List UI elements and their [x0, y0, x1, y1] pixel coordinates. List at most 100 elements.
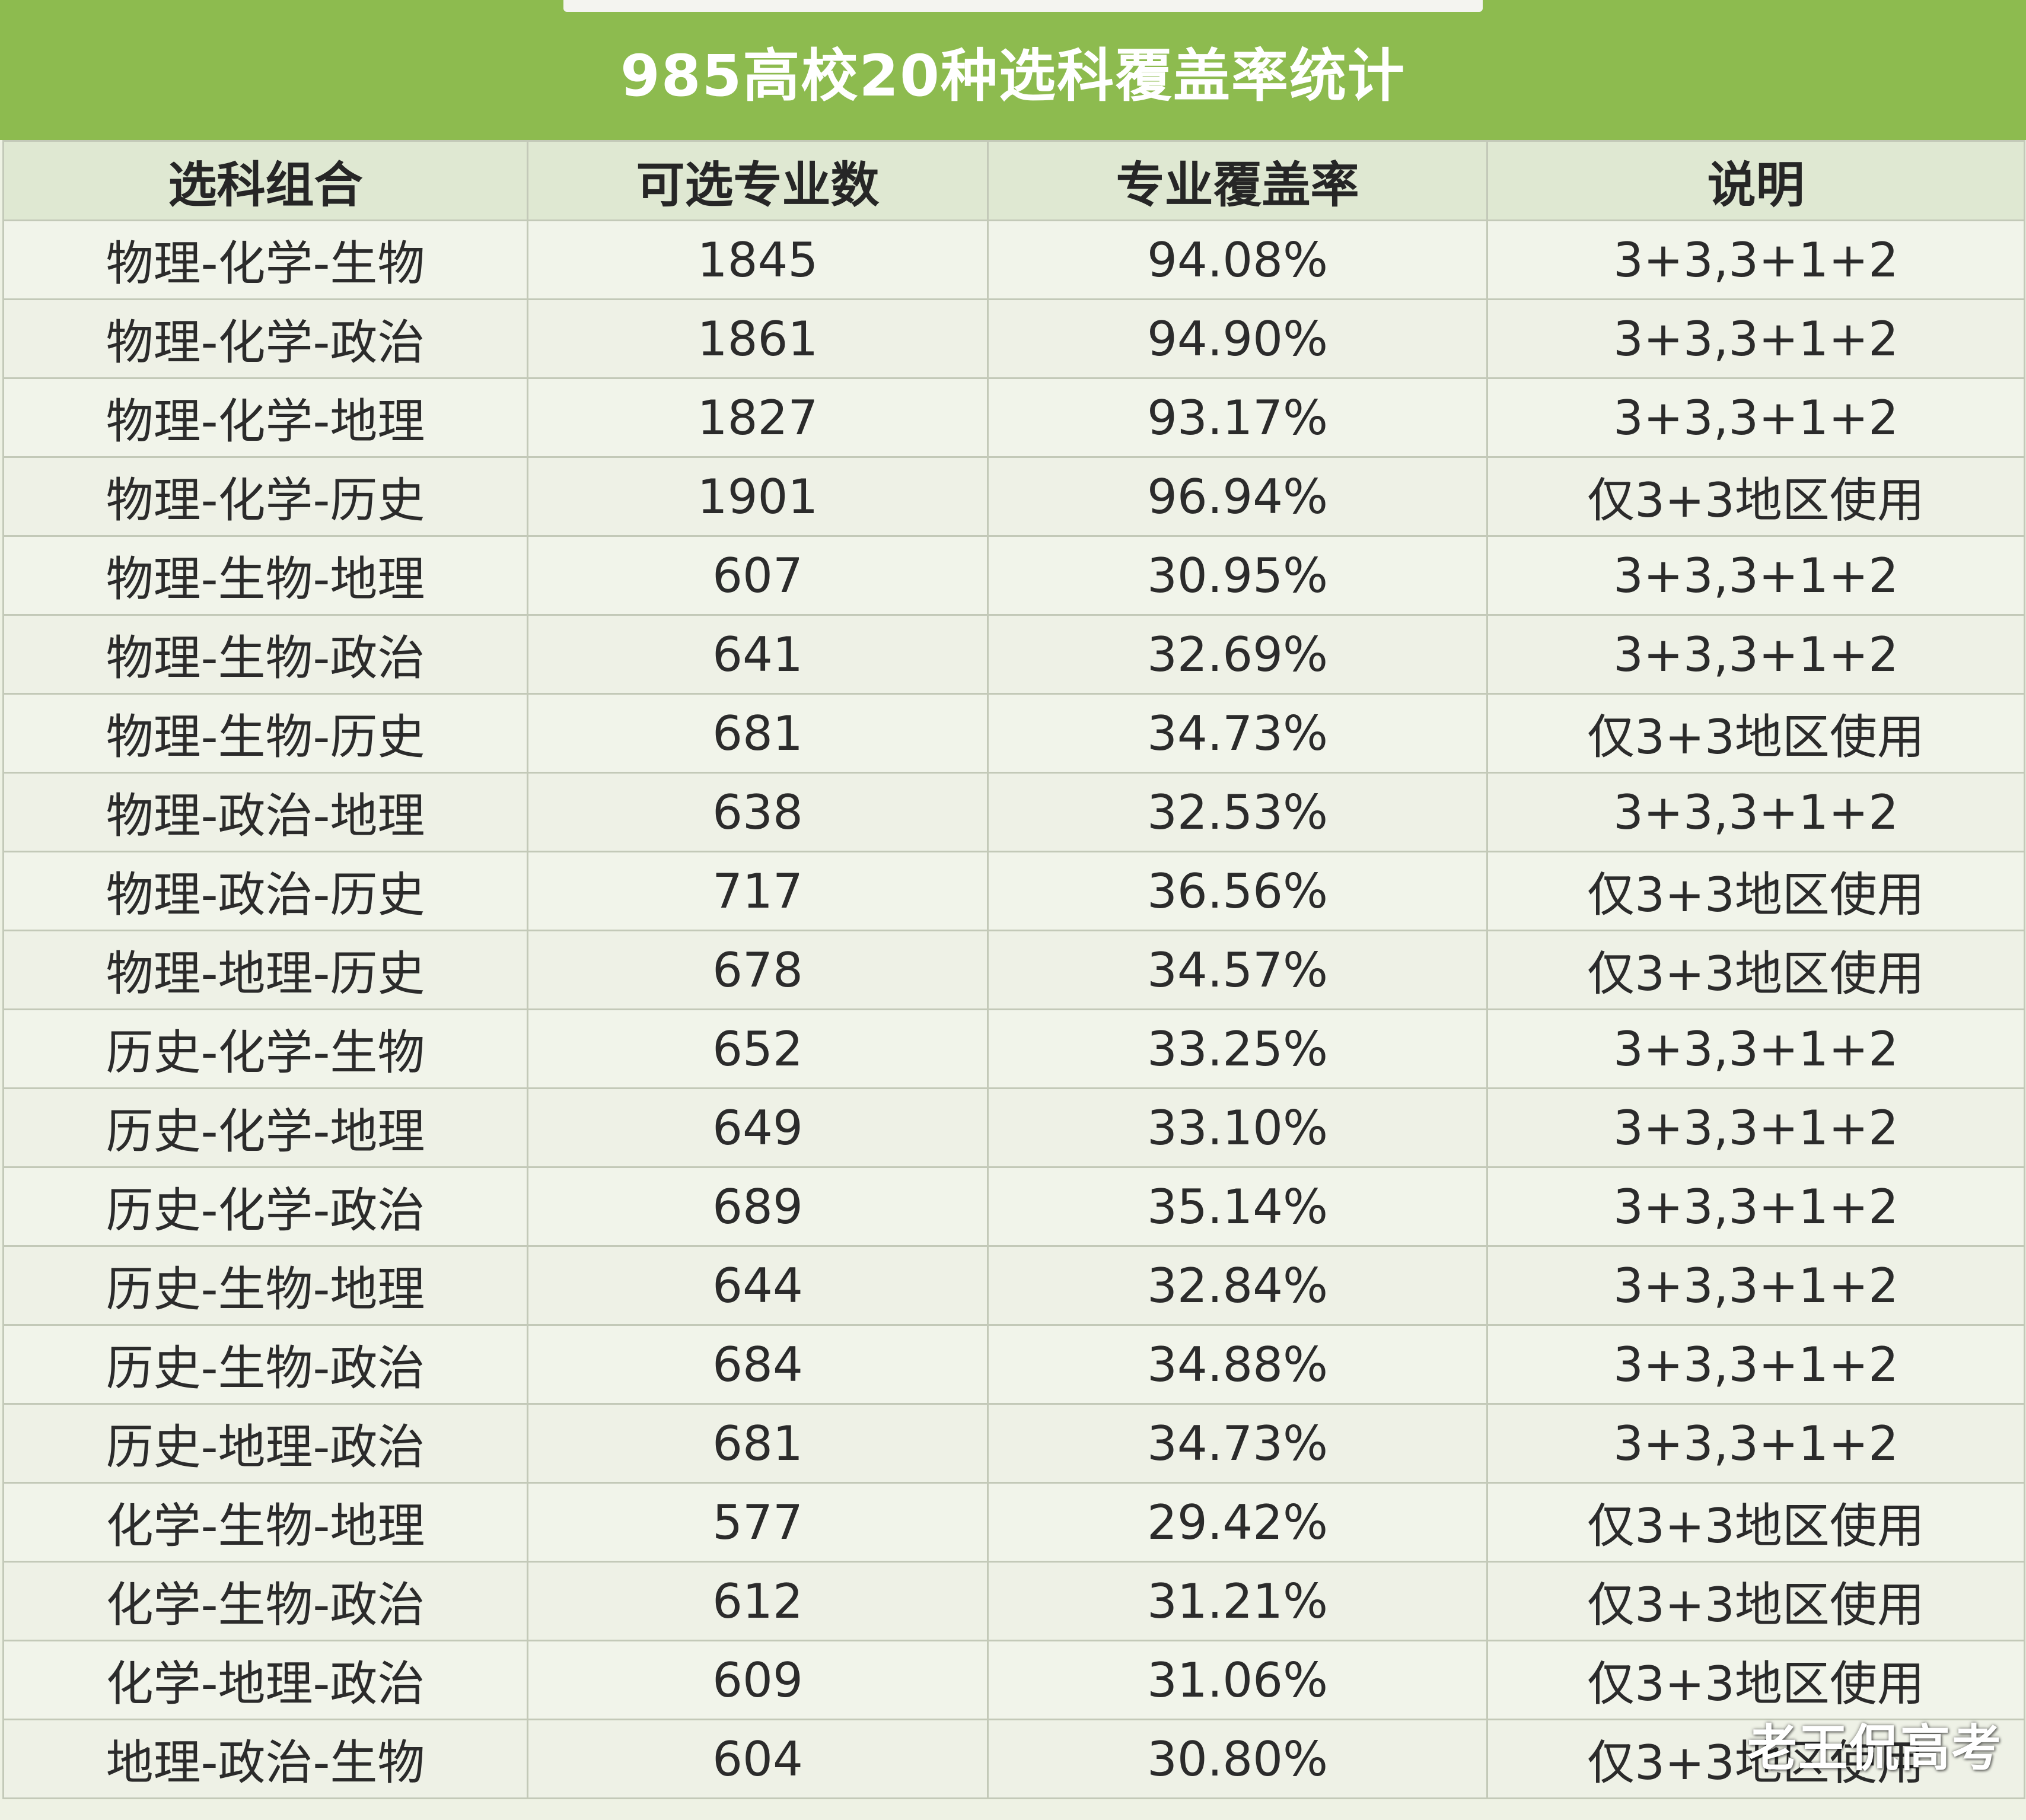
table-row: 物理-生物-地理 607 30.95% 3+3,3+1+2	[2, 535, 2025, 616]
cell-note: 3+3,3+1+2	[1486, 1008, 2025, 1089]
table-row: 物理-政治-历史 717 36.56% 仅3+3地区使用	[2, 851, 2025, 931]
cell-note: 3+3,3+1+2	[1486, 298, 2025, 379]
cell-combination: 物理-化学-历史	[2, 456, 528, 537]
cell-note: 3+3,3+1+2	[1486, 1087, 2025, 1168]
cell-combination: 历史-化学-生物	[2, 1008, 528, 1089]
cell-note: 仅3+3地区使用	[1486, 851, 2025, 931]
cell-coverage-rate: 30.95%	[987, 535, 1488, 616]
coverage-table: 选科组合 可选专业数 专业覆盖率 说明 物理-化学-生物 1845 94.08% 3+…	[2, 140, 2025, 1799]
cell-note: 3+3,3+1+2	[1486, 1245, 2025, 1326]
cell-combination: 物理-化学-地理	[2, 377, 528, 458]
cell-coverage-rate: 32.84%	[987, 1245, 1488, 1326]
cell-note: 3+3,3+1+2	[1486, 535, 2025, 616]
cell-coverage-rate: 36.56%	[987, 851, 1488, 931]
cell-note: 3+3,3+1+2	[1486, 1166, 2025, 1247]
page-title: 985高校20种选科覆盖率统计	[620, 43, 1406, 109]
table-row: 物理-化学-历史 1901 96.94% 仅3+3地区使用	[2, 456, 2025, 537]
cell-combination: 物理-化学-生物	[2, 219, 528, 300]
cell-note: 3+3,3+1+2	[1486, 377, 2025, 458]
table-row: 地理-政治-生物 604 30.80% 仅3+3地区使用	[2, 1719, 2025, 1799]
header-coverage-rate: 专业覆盖率	[987, 140, 1488, 221]
cell-coverage-rate: 34.73%	[987, 693, 1488, 774]
cell-coverage-rate: 34.73%	[987, 1403, 1488, 1484]
table-header-row: 选科组合 可选专业数 专业覆盖率 说明	[2, 140, 2025, 221]
top-tab-decoration	[563, 0, 1483, 12]
cell-major-count: 689	[527, 1166, 989, 1247]
cell-major-count: 681	[527, 1403, 989, 1484]
table-row: 历史-化学-生物 652 33.25% 3+3,3+1+2	[2, 1008, 2025, 1089]
cell-coverage-rate: 33.10%	[987, 1087, 1488, 1168]
cell-note: 3+3,3+1+2	[1486, 1403, 2025, 1484]
header-note: 说明	[1486, 140, 2025, 221]
table-row: 化学-生物-政治 612 31.21% 仅3+3地区使用	[2, 1561, 2025, 1641]
cell-major-count: 1861	[527, 298, 989, 379]
cell-coverage-rate: 31.06%	[987, 1640, 1488, 1720]
cell-note: 3+3,3+1+2	[1486, 1324, 2025, 1405]
cell-combination: 化学-生物-政治	[2, 1561, 528, 1641]
cell-major-count: 681	[527, 693, 989, 774]
cell-combination: 物理-化学-政治	[2, 298, 528, 379]
table-row: 物理-生物-政治 641 32.69% 3+3,3+1+2	[2, 614, 2025, 695]
cell-note: 仅3+3地区使用	[1486, 456, 2025, 537]
cell-note: 仅3+3地区使用	[1486, 693, 2025, 774]
cell-combination: 历史-生物-地理	[2, 1245, 528, 1326]
cell-major-count: 641	[527, 614, 989, 695]
table-body: 物理-化学-生物 1845 94.08% 3+3,3+1+2 物理-化学-政治 1861 9…	[2, 219, 2025, 1799]
cell-major-count: 649	[527, 1087, 989, 1168]
cell-note: 仅3+3地区使用	[1486, 1482, 2025, 1563]
cell-major-count: 717	[527, 851, 989, 931]
cell-note: 仅3+3地区使用	[1486, 1719, 2025, 1799]
cell-combination: 物理-生物-历史	[2, 693, 528, 774]
cell-major-count: 684	[527, 1324, 989, 1405]
cell-coverage-rate: 31.21%	[987, 1561, 1488, 1641]
cell-major-count: 678	[527, 930, 989, 1010]
table-row: 历史-地理-政治 681 34.73% 3+3,3+1+2	[2, 1403, 2025, 1484]
cell-coverage-rate: 34.57%	[987, 930, 1488, 1010]
cell-combination: 物理-生物-地理	[2, 535, 528, 616]
cell-combination: 物理-地理-历史	[2, 930, 528, 1010]
cell-combination: 历史-地理-政治	[2, 1403, 528, 1484]
table-row: 物理-生物-历史 681 34.73% 仅3+3地区使用	[2, 693, 2025, 774]
title-bar: 985高校20种选科覆盖率统计	[0, 0, 2026, 140]
cell-note: 仅3+3地区使用	[1486, 930, 2025, 1010]
cell-coverage-rate: 94.90%	[987, 298, 1488, 379]
cell-combination: 化学-生物-地理	[2, 1482, 528, 1563]
cell-note: 3+3,3+1+2	[1486, 614, 2025, 695]
cell-combination: 历史-化学-政治	[2, 1166, 528, 1247]
table-row: 物理-政治-地理 638 32.53% 3+3,3+1+2	[2, 772, 2025, 852]
cell-combination: 物理-政治-地理	[2, 772, 528, 852]
cell-coverage-rate: 30.80%	[987, 1719, 1488, 1799]
table-row: 历史-生物-地理 644 32.84% 3+3,3+1+2	[2, 1245, 2025, 1326]
cell-note: 仅3+3地区使用	[1486, 1640, 2025, 1720]
cell-major-count: 644	[527, 1245, 989, 1326]
table-row: 历史-化学-政治 689 35.14% 3+3,3+1+2	[2, 1166, 2025, 1247]
table-row: 化学-生物-地理 577 29.42% 仅3+3地区使用	[2, 1482, 2025, 1563]
table-row: 物理-化学-生物 1845 94.08% 3+3,3+1+2	[2, 219, 2025, 300]
cell-combination: 历史-生物-政治	[2, 1324, 528, 1405]
cell-note: 仅3+3地区使用	[1486, 1561, 2025, 1641]
cell-combination: 物理-生物-政治	[2, 614, 528, 695]
table-row: 历史-化学-地理 649 33.10% 3+3,3+1+2	[2, 1087, 2025, 1168]
cell-coverage-rate: 29.42%	[987, 1482, 1488, 1563]
cell-major-count: 604	[527, 1719, 989, 1799]
cell-coverage-rate: 96.94%	[987, 456, 1488, 537]
cell-combination: 地理-政治-生物	[2, 1719, 528, 1799]
cell-major-count: 1827	[527, 377, 989, 458]
cell-combination: 物理-政治-历史	[2, 851, 528, 931]
cell-coverage-rate: 32.69%	[987, 614, 1488, 695]
table-row: 化学-地理-政治 609 31.06% 仅3+3地区使用	[2, 1640, 2025, 1720]
cell-coverage-rate: 94.08%	[987, 219, 1488, 300]
cell-coverage-rate: 33.25%	[987, 1008, 1488, 1089]
cell-note: 3+3,3+1+2	[1486, 219, 2025, 300]
table-row: 物理-化学-地理 1827 93.17% 3+3,3+1+2	[2, 377, 2025, 458]
cell-major-count: 1845	[527, 219, 989, 300]
cell-major-count: 577	[527, 1482, 989, 1563]
cell-combination: 历史-化学-地理	[2, 1087, 528, 1168]
cell-major-count: 652	[527, 1008, 989, 1089]
cell-major-count: 607	[527, 535, 989, 616]
cell-coverage-rate: 35.14%	[987, 1166, 1488, 1247]
cell-major-count: 612	[527, 1561, 989, 1641]
watermark: 老王侃高考	[1747, 1719, 2002, 1777]
cell-major-count: 1901	[527, 456, 989, 537]
